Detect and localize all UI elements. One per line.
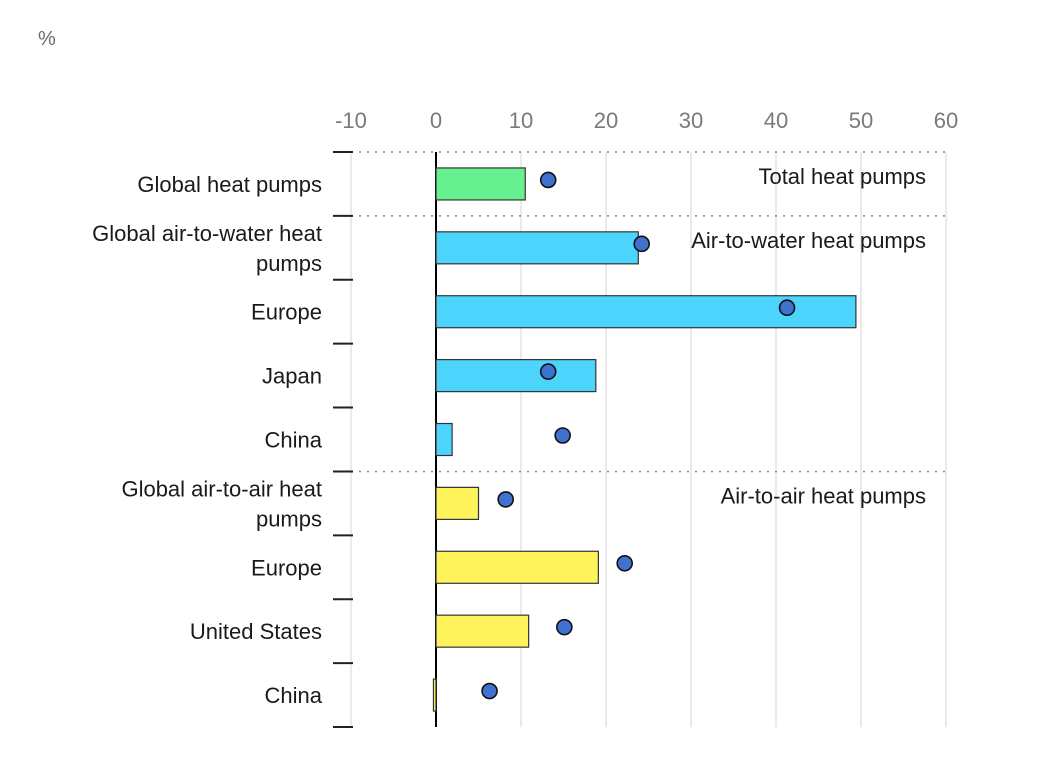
bar (435, 359, 597, 393)
x-tick-label: 40 (764, 108, 788, 133)
category-labels: Global heat pumps Global air-to-water hea… (92, 172, 323, 708)
bar (435, 550, 599, 584)
category-label: pumps (256, 506, 322, 531)
category-label: Global heat pumps (137, 172, 322, 197)
dot-marker (554, 427, 571, 444)
x-tick-label: 0 (430, 108, 442, 133)
category-label: China (265, 683, 323, 708)
dot-marker (481, 682, 498, 700)
bar (435, 167, 526, 201)
x-tick-label: 30 (679, 108, 703, 133)
dot-marker (539, 363, 557, 380)
category-label: Global air-to-water heat (92, 221, 322, 246)
category-label: Europe (251, 555, 322, 580)
x-tick-label: 60 (934, 108, 958, 133)
bar (432, 678, 437, 712)
category-label: China (265, 428, 323, 453)
dot-marker (633, 235, 651, 253)
dot-marker (556, 618, 573, 636)
x-tick-label: 10 (509, 108, 533, 133)
bar (435, 486, 480, 520)
bar (435, 614, 530, 648)
x-axis-ticks: -10 0 10 20 30 40 50 60 (335, 108, 958, 133)
x-tick-label: 50 (849, 108, 873, 133)
group-label: Total heat pumps (758, 164, 926, 189)
group-label: Air-to-air heat pumps (721, 483, 926, 508)
bar (435, 422, 453, 457)
x-tick-label: -10 (335, 108, 367, 133)
dot-marker (778, 299, 796, 317)
category-label: Japan (262, 364, 322, 389)
dots (481, 171, 796, 700)
category-label: Global air-to-air heat (121, 476, 322, 501)
dot-marker (616, 554, 634, 572)
x-tick-label: 20 (594, 108, 618, 133)
unit-label: % (38, 28, 56, 50)
category-label: pumps (256, 251, 322, 276)
group-label: Air-to-water heat pumps (691, 228, 926, 253)
group-labels: Total heat pumps Air-to-water heat pumps A… (691, 164, 926, 508)
category-label: Europe (251, 300, 322, 325)
dot-marker (497, 491, 515, 508)
dot-marker (539, 171, 557, 189)
bar (435, 231, 639, 265)
category-label: United States (190, 619, 322, 644)
